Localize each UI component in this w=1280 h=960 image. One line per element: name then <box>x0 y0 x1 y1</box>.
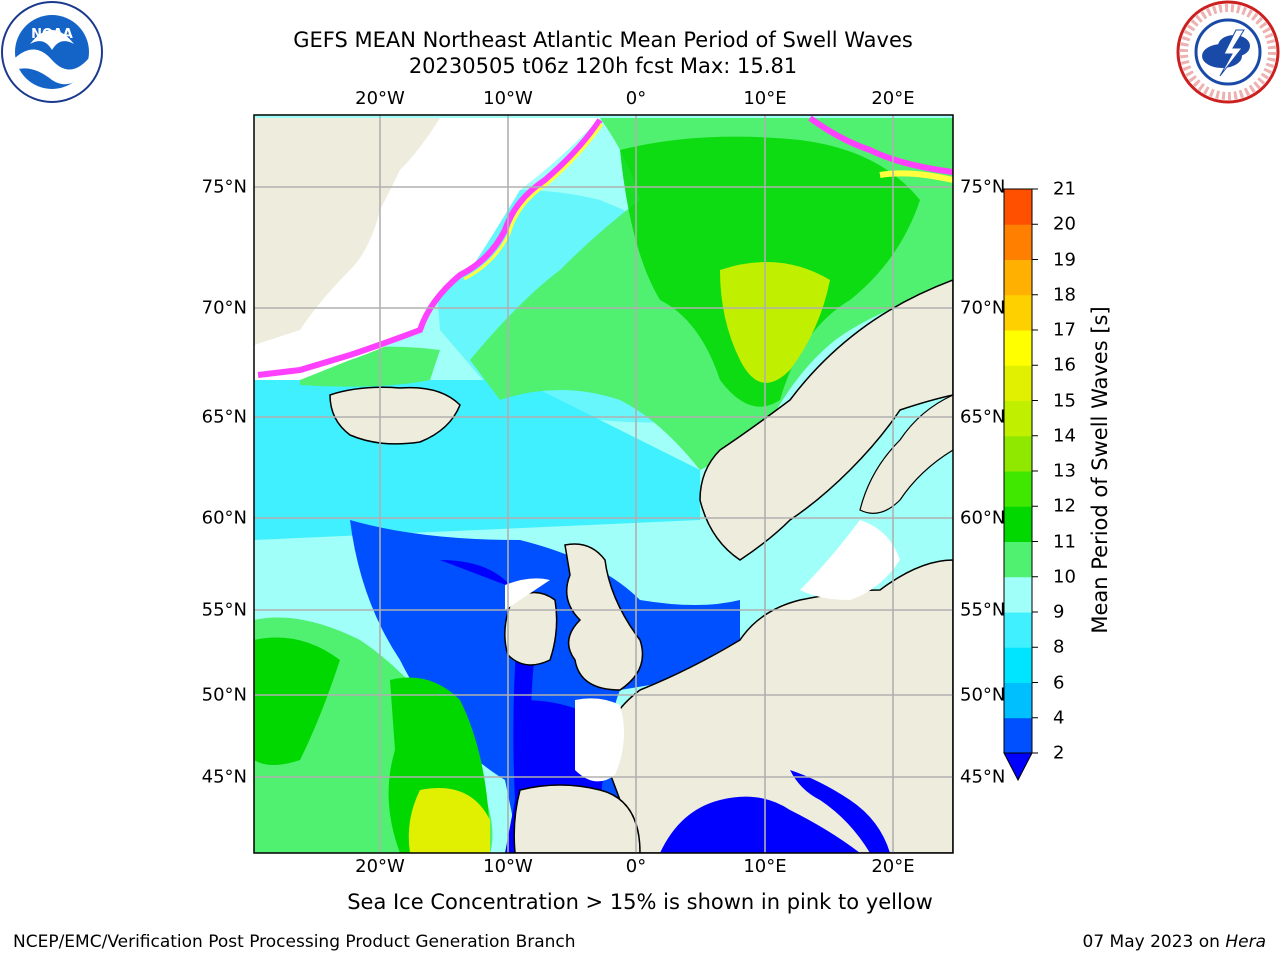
sea-ice-edge-barents <box>879 170 953 183</box>
lat-label-right-55n: 55°N <box>960 599 1006 621</box>
land-greenland <box>254 118 440 345</box>
colorbar-segment <box>1004 717 1032 754</box>
nws-logo <box>1176 0 1280 104</box>
sea-ice-edge-svalbard <box>808 115 953 175</box>
lat-label-left-60n: 60°N <box>201 507 247 529</box>
lat-label-left-45n: 45°N <box>201 766 247 788</box>
svg-text:NOAA: NOAA <box>31 27 73 42</box>
colorbar-segment <box>1004 330 1032 366</box>
colorbar-segment <box>1004 365 1032 401</box>
lat-label-left-55n: 55°N <box>201 599 247 621</box>
lon-label-bottom-10w: 10°W <box>483 856 533 877</box>
colorbar-segment <box>1004 682 1032 719</box>
sea-ice-edge-west <box>257 118 603 378</box>
colorbar-segment <box>1004 576 1032 613</box>
colorbar-segment <box>1004 400 1032 437</box>
colorbar-tick-label: 14 <box>1053 425 1076 447</box>
footer-producer: NCEP/EMC/Verification Post Processing Pr… <box>13 932 576 952</box>
colorbar-tick-label: 15 <box>1053 390 1076 411</box>
colorbar-segment <box>1004 471 1032 507</box>
footer-date: 07 May 2023 on Hera <box>1083 932 1267 952</box>
colorbar-tick-label: 6 <box>1053 672 1065 693</box>
land-iberia <box>513 784 641 853</box>
colorbar-tick-label: 8 <box>1053 636 1065 658</box>
lat-label-right-65n: 65°N <box>960 406 1006 428</box>
land-norway <box>699 279 953 561</box>
lon-label-top-20w: 20°W <box>355 88 405 109</box>
lat-label-right-45n: 45°N <box>960 766 1006 788</box>
colorbar-tick-label: 18 <box>1053 284 1076 306</box>
map-panel <box>254 115 953 853</box>
lon-label-top-10w: 10°W <box>483 88 533 109</box>
swell-green-sw-core <box>254 637 340 765</box>
lon-label-bottom-20e: 20°E <box>871 856 915 877</box>
swell-yellowgreen-norway <box>720 262 830 383</box>
swell-deepblue-adriatic <box>790 770 890 853</box>
colorbar-tick-label: 11 <box>1053 531 1076 552</box>
colorbar-segment <box>1004 294 1032 331</box>
land-great-britain <box>564 543 644 691</box>
footer-machine: Hera <box>1225 932 1266 952</box>
colorbar-tick-label: 21 <box>1053 178 1076 200</box>
colorbar-tick-label: 19 <box>1053 249 1076 270</box>
lat-label-left-75n: 75°N <box>201 176 247 198</box>
colorbar-label: Mean Period of Swell Waves [s] <box>1088 306 1112 634</box>
swell-deepblue-med <box>660 796 860 853</box>
chart-subtitle: 20230505 t06z 120h fcst Max: 15.81 <box>408 54 798 78</box>
map-gridlines <box>254 115 953 853</box>
colorbar-tick-label: 4 <box>1053 707 1065 729</box>
lat-label-left-65n: 65°N <box>201 406 247 428</box>
lon-label-top-0: 0° <box>625 88 647 109</box>
noaa-logo: NOAA <box>1 1 103 103</box>
sea-ice-note: Sea Ice Concentration > 15% is shown in … <box>347 890 933 914</box>
lon-label-bottom-10e: 10°E <box>743 856 787 877</box>
lat-label-left-50n: 50°N <box>201 684 247 706</box>
colorbar <box>1003 188 1038 754</box>
lat-label-left-70n: 70°N <box>201 297 247 319</box>
colorbar-segment <box>1004 647 1032 683</box>
colorbar-tick-label: 20 <box>1053 213 1076 235</box>
colorbar-segment <box>1004 259 1032 296</box>
lat-label-right-70n: 70°N <box>960 297 1006 319</box>
colorbar-tick-label: 17 <box>1053 319 1076 341</box>
lon-label-bottom-20w: 20°W <box>355 856 405 877</box>
lat-label-right-60n: 60°N <box>960 507 1006 529</box>
colorbar-tick-label: 10 <box>1053 566 1076 588</box>
colorbar-tick-label: 13 <box>1053 460 1076 482</box>
lon-label-top-20e: 20°E <box>871 88 915 109</box>
chart-title: GEFS MEAN Northeast Atlantic Mean Period… <box>293 28 913 52</box>
colorbar-segment <box>1004 189 1032 225</box>
colorbar-tick-label: 2 <box>1053 742 1065 764</box>
colorbar-segment <box>1004 541 1032 578</box>
lon-label-top-10e: 10°E <box>743 88 787 109</box>
swell-blue-shelf <box>350 520 740 853</box>
footer-date-text: 07 May 2023 on <box>1082 932 1220 952</box>
colorbar-tick-label: 9 <box>1053 601 1065 623</box>
colorbar-tick-label: 16 <box>1053 354 1076 376</box>
lon-label-bottom-0: 0° <box>625 856 647 877</box>
nodata-ireland-west <box>505 578 550 610</box>
nodata-baltic <box>800 520 900 600</box>
land-finland <box>859 394 953 514</box>
colorbar-under-triangle <box>1003 752 1033 782</box>
colorbar-segment <box>1004 506 1032 542</box>
colorbar-segment <box>1004 435 1032 472</box>
land-europe <box>603 559 953 853</box>
map-frame <box>253 114 954 854</box>
nodata-france-coast <box>575 698 624 782</box>
lat-label-right-75n: 75°N <box>960 176 1006 198</box>
land-iceland <box>329 386 461 445</box>
swell-yellow-azores <box>408 788 490 853</box>
colorbar-segment <box>1004 612 1032 648</box>
lat-label-right-50n: 50°N <box>960 684 1006 706</box>
colorbar-tick-label: 12 <box>1053 495 1076 517</box>
colorbar-segment <box>1004 224 1032 260</box>
sea-ice-edge-yellow <box>463 123 604 281</box>
